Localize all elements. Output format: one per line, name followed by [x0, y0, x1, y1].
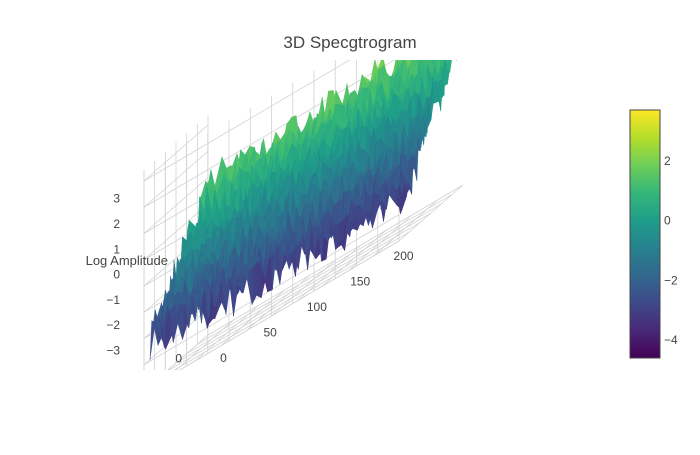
colorbar-tick-label: −4 — [664, 333, 678, 347]
x-tick-label: 100 — [307, 300, 327, 314]
z-tick-label: −4 — [106, 369, 120, 383]
z-axis-title: Log Amplitude — [86, 253, 168, 268]
y-tick-label: 0 — [175, 351, 182, 365]
y-tick-label: 40 — [125, 390, 139, 404]
z-tick-label: 0 — [113, 268, 120, 282]
z-tick-label: −1 — [106, 293, 120, 307]
z-tick-label: −2 — [106, 318, 120, 332]
colorbar: 2 0 −2 −4 — [629, 109, 678, 359]
colorbar-gradient — [629, 109, 661, 359]
z-tick-label: 1 — [113, 242, 120, 256]
colorbar-tick-label: 2 — [664, 154, 671, 168]
z-tick-label: 2 — [113, 217, 120, 231]
axis-tick-labels: 3 2 1 0 −1 −2 −3 −4 0 50 100 150 200 0 20 40 Log Amplitu… — [86, 192, 414, 404]
x-tick-label: 200 — [394, 249, 414, 263]
chart-title: 3D Specgtrogram — [283, 33, 417, 52]
x-tick-label: 50 — [264, 325, 278, 339]
3d-scene[interactable]: 3 2 1 0 −1 −2 −3 −4 0 50 100 150 200 0 20 40 Log Amplitu… — [86, 14, 464, 404]
x-tick-label: 150 — [350, 274, 370, 288]
colorbar-tick-label: −2 — [664, 273, 678, 287]
z-tick-label: 3 — [113, 192, 120, 206]
colorbar-tick-label: 0 — [664, 214, 671, 228]
x-tick-label: 0 — [220, 351, 227, 365]
surface-cell — [149, 320, 157, 360]
surface-mesh — [149, 60, 457, 360]
z-tick-label: −3 — [106, 344, 120, 358]
y-tick-label: 20 — [147, 371, 161, 385]
